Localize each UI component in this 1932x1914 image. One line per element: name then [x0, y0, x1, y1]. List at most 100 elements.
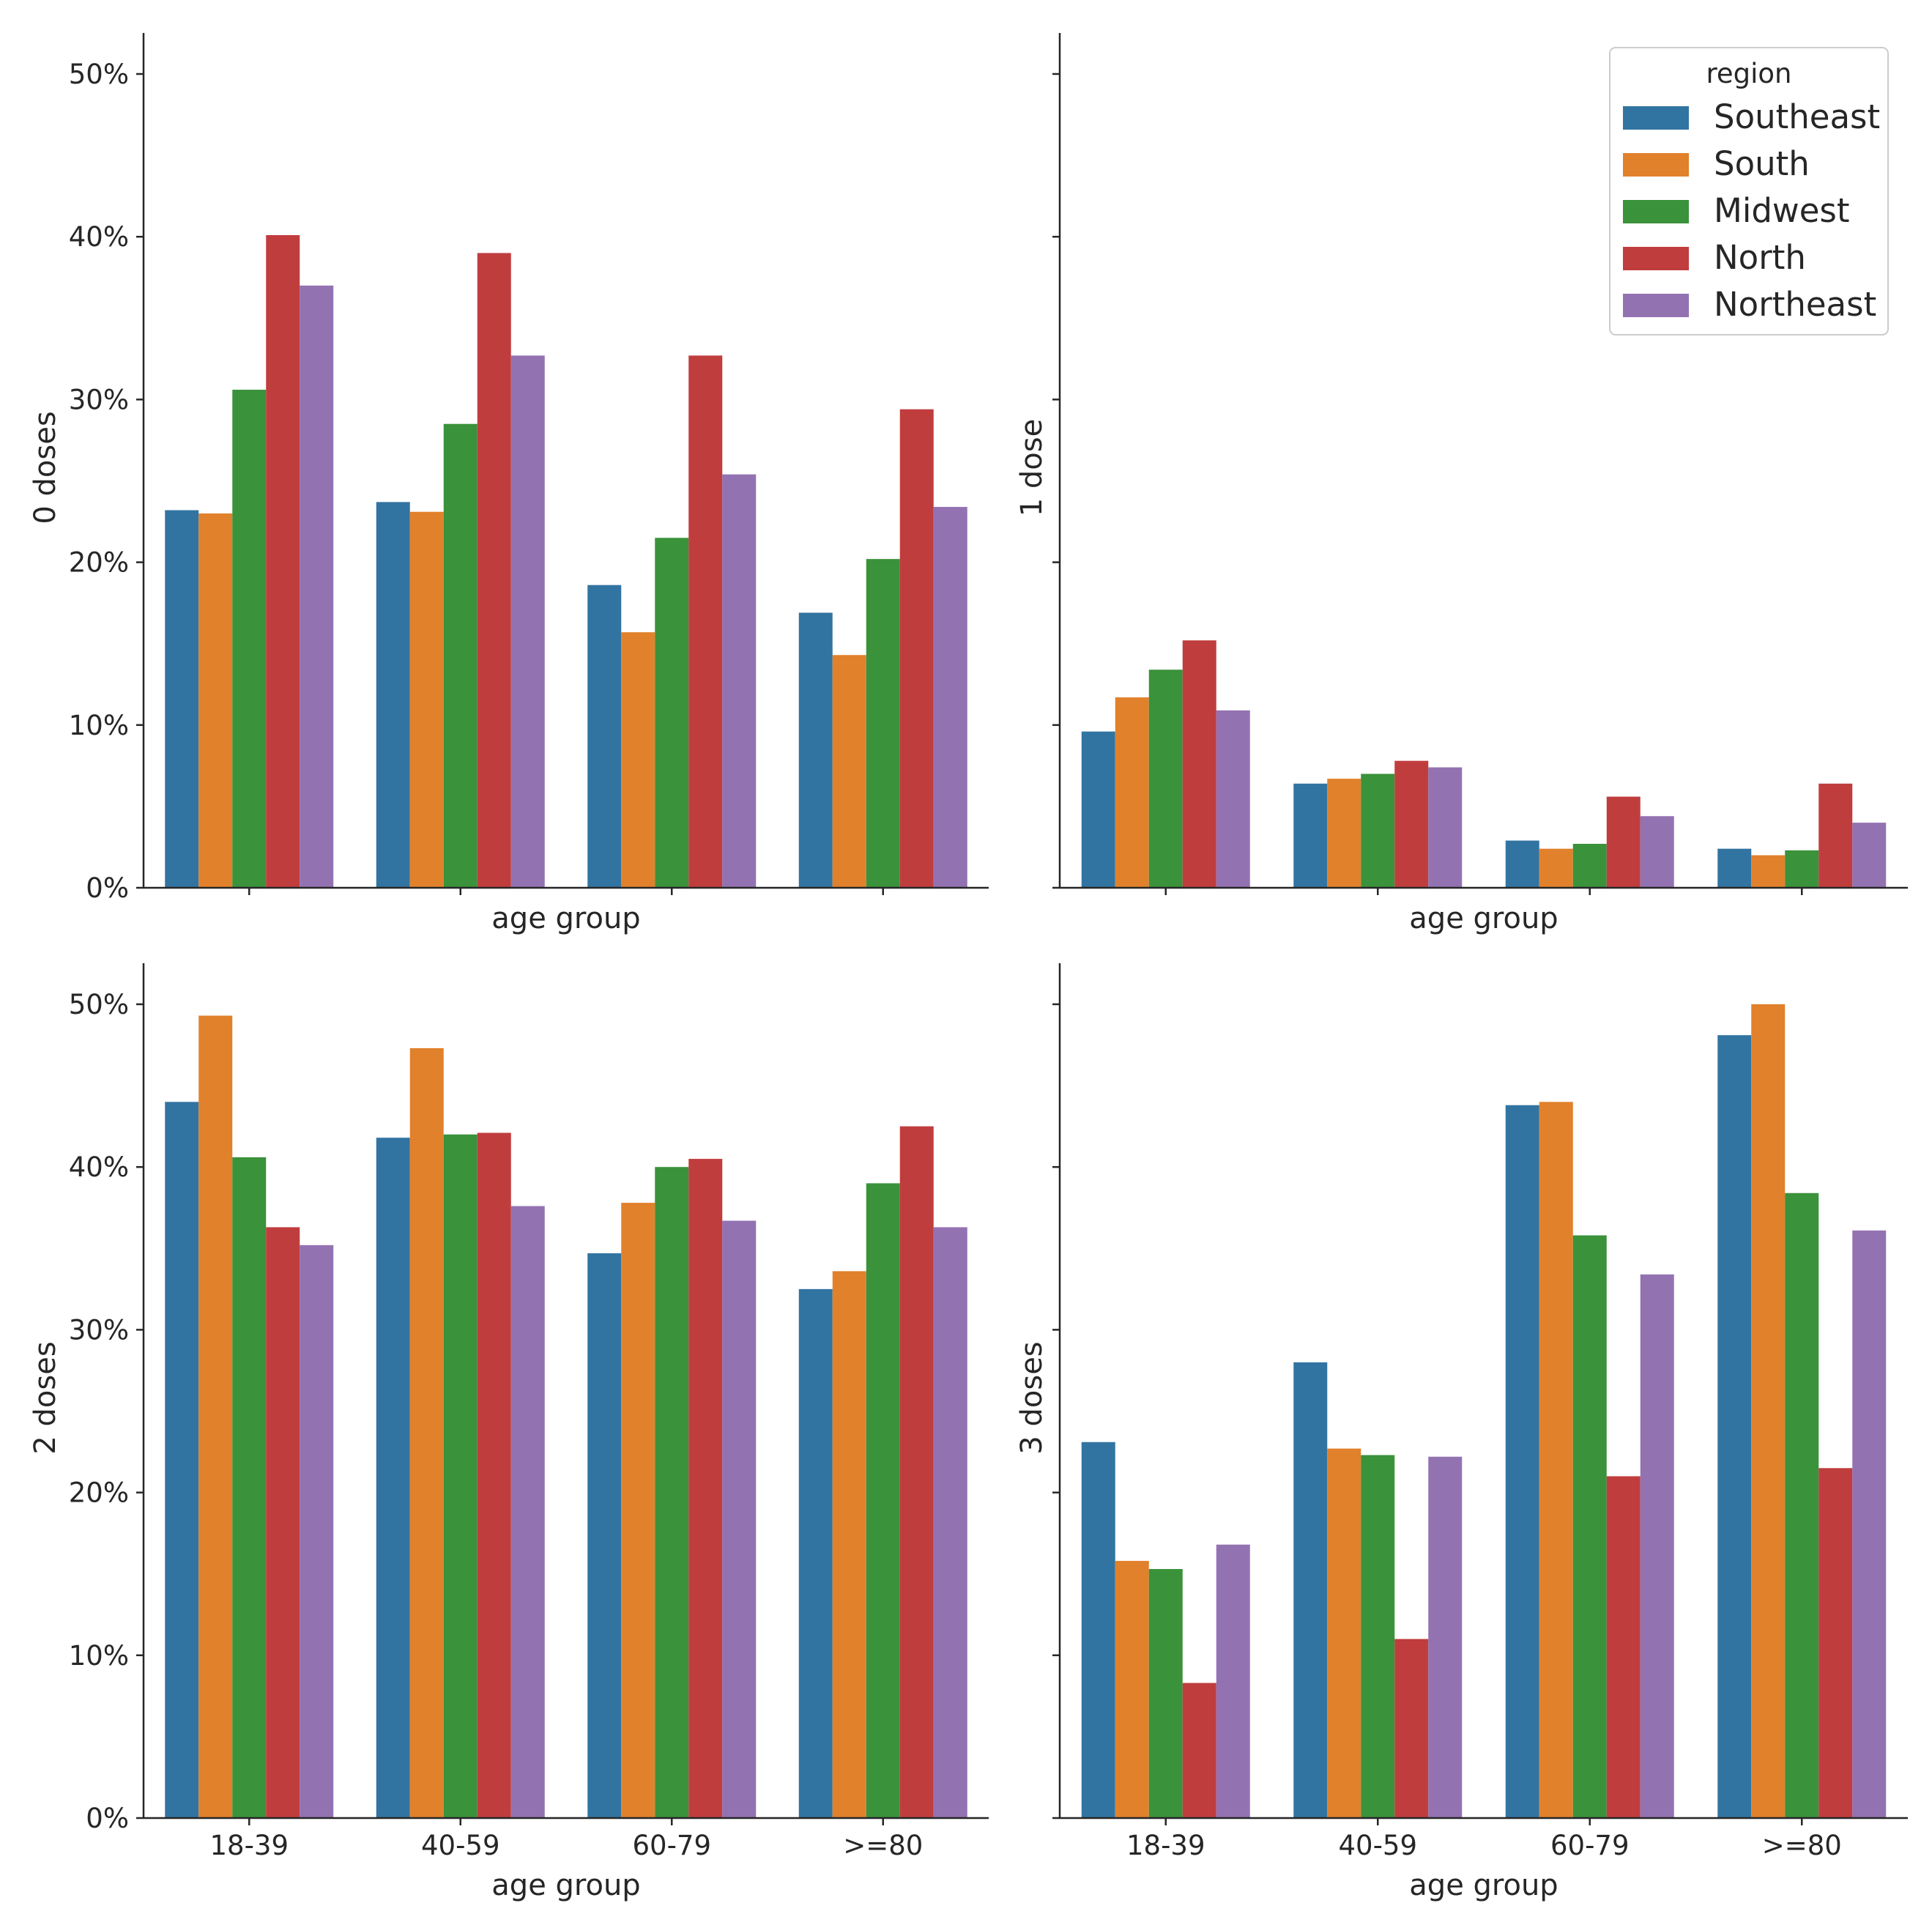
x-axis-label: age group — [1409, 1869, 1558, 1902]
bar-northeast — [510, 355, 545, 888]
y-tick-label: 20% — [69, 1477, 129, 1509]
y-tick-label: 40% — [69, 221, 129, 253]
x-tick-label: 18-39 — [209, 1830, 289, 1861]
bar-north — [1182, 1683, 1216, 1818]
bar-southeast — [1505, 840, 1539, 888]
bar-southeast — [376, 1138, 410, 1818]
bar-southeast — [1293, 783, 1328, 888]
bar-northeast — [1216, 1544, 1250, 1818]
bar-south — [409, 511, 444, 888]
x-tick-label: 60-79 — [632, 1830, 711, 1861]
bar-south — [409, 1047, 444, 1818]
bar-northeast — [1852, 823, 1887, 888]
bar-midwest — [1148, 1569, 1183, 1818]
legend-swatch-north — [1623, 247, 1689, 270]
x-tick-label: >=80 — [1762, 1830, 1842, 1861]
bar-south — [1327, 1448, 1361, 1818]
x-tick-label: 18-39 — [1126, 1830, 1205, 1861]
legend-swatch-northeast — [1623, 294, 1689, 317]
bar-northeast — [1428, 767, 1463, 888]
bar-northeast — [1640, 816, 1674, 888]
bar-southeast — [1081, 731, 1115, 888]
legend-swatch-southeast — [1623, 106, 1689, 130]
legend-swatch-midwest — [1623, 200, 1689, 223]
bar-north — [1606, 1476, 1641, 1818]
y-tick-label: 50% — [69, 59, 129, 90]
y-tick-label: 20% — [69, 547, 129, 579]
bar-northeast — [1640, 1274, 1674, 1818]
x-axis-label: age group — [491, 1869, 640, 1902]
bar-south — [1327, 779, 1361, 888]
y-axis-label: 3 doses — [1015, 1341, 1049, 1454]
bar-southeast — [1505, 1105, 1539, 1818]
bar-southeast — [1717, 848, 1752, 888]
y-tick-label: 30% — [69, 1314, 129, 1346]
bar-north — [1182, 640, 1216, 888]
y-tick-label: 0% — [86, 1803, 129, 1834]
bar-midwest — [1572, 844, 1607, 888]
bar-midwest — [866, 1183, 900, 1818]
bar-northeast — [510, 1206, 545, 1818]
bar-southeast — [1717, 1035, 1752, 1818]
bar-midwest — [443, 423, 478, 888]
bar-north — [899, 409, 934, 888]
y-tick-label: 40% — [69, 1151, 129, 1183]
bar-southeast — [587, 1253, 622, 1818]
bar-southeast — [1081, 1442, 1115, 1818]
x-tick-label: 40-59 — [1338, 1830, 1417, 1861]
bar-southeast — [376, 502, 410, 888]
y-axis-label: 2 doses — [29, 1341, 62, 1454]
y-axis-label: 1 dose — [1015, 419, 1049, 516]
bar-midwest — [1785, 850, 1819, 888]
bar-north — [1818, 1468, 1853, 1818]
bar-south — [621, 1203, 655, 1818]
bar-southeast — [798, 1288, 833, 1818]
bar-north — [688, 1159, 723, 1818]
bar-north — [266, 234, 300, 888]
legend-label-north: North — [1714, 238, 1806, 277]
bar-midwest — [1785, 1192, 1819, 1818]
bar-south — [1751, 855, 1786, 888]
bar-midwest — [1361, 1455, 1395, 1818]
bar-midwest — [232, 390, 267, 888]
bar-north — [688, 355, 723, 888]
bar-northeast — [300, 285, 334, 888]
bar-north — [1394, 760, 1429, 888]
legend-label-south: South — [1714, 144, 1810, 183]
bar-midwest — [1572, 1235, 1607, 1818]
bar-midwest — [443, 1134, 478, 1818]
bar-northeast — [300, 1245, 334, 1818]
x-tick-label: 40-59 — [421, 1830, 500, 1861]
bar-north — [477, 253, 511, 888]
bar-northeast — [722, 474, 757, 888]
y-axis-label: 0 doses — [29, 411, 62, 524]
bar-northeast — [722, 1220, 757, 1818]
bar-north — [1818, 783, 1853, 888]
bar-south — [1115, 1560, 1149, 1818]
legend-label-northeast: Northeast — [1714, 285, 1876, 324]
legend-label-midwest: Midwest — [1714, 191, 1849, 230]
bar-south — [1115, 697, 1149, 888]
bar-midwest — [655, 1167, 689, 1818]
x-axis-label: age group — [491, 902, 640, 935]
y-tick-label: 10% — [69, 710, 129, 741]
legend-swatch-south — [1623, 153, 1689, 177]
bar-south — [198, 1015, 233, 1818]
bar-southeast — [165, 1102, 199, 1818]
bar-south — [832, 1271, 866, 1818]
bar-southeast — [798, 612, 833, 888]
bar-south — [621, 632, 655, 888]
bar-northeast — [933, 1227, 967, 1818]
bar-south — [832, 655, 866, 888]
bar-south — [1751, 1004, 1786, 1818]
bar-midwest — [1148, 669, 1183, 888]
y-tick-label: 50% — [69, 989, 129, 1020]
bar-south — [1539, 848, 1573, 888]
y-tick-label: 30% — [69, 384, 129, 415]
bar-northeast — [933, 507, 967, 888]
x-tick-label: 60-79 — [1550, 1830, 1630, 1861]
bar-south — [1539, 1102, 1573, 1818]
bar-northeast — [1428, 1456, 1463, 1818]
bar-south — [198, 513, 233, 888]
